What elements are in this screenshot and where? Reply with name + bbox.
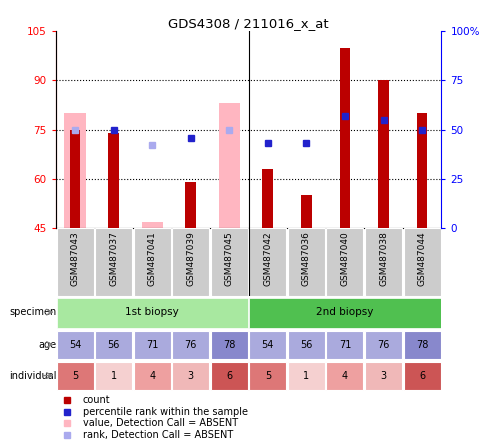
FancyBboxPatch shape (249, 362, 286, 390)
Text: 5: 5 (72, 371, 78, 381)
Text: 4: 4 (149, 371, 155, 381)
Text: 76: 76 (184, 340, 197, 349)
Text: 4: 4 (341, 371, 348, 381)
Title: GDS4308 / 211016_x_at: GDS4308 / 211016_x_at (168, 17, 328, 30)
Text: GSM487041: GSM487041 (147, 231, 156, 286)
Bar (108, 133, 119, 228)
FancyBboxPatch shape (172, 331, 209, 359)
Text: 2nd biopsy: 2nd biopsy (316, 307, 373, 317)
FancyBboxPatch shape (57, 331, 93, 359)
Text: percentile rank within the sample: percentile rank within the sample (83, 407, 247, 417)
Text: age: age (38, 340, 57, 349)
FancyBboxPatch shape (95, 228, 132, 296)
Bar (141, 222, 163, 228)
Text: 78: 78 (415, 340, 427, 349)
FancyBboxPatch shape (172, 228, 209, 296)
FancyBboxPatch shape (134, 362, 170, 390)
FancyBboxPatch shape (287, 228, 324, 296)
FancyBboxPatch shape (134, 331, 170, 359)
FancyBboxPatch shape (57, 362, 93, 390)
FancyBboxPatch shape (326, 331, 363, 359)
Text: 56: 56 (300, 340, 312, 349)
Bar (378, 80, 388, 228)
FancyBboxPatch shape (403, 331, 439, 359)
FancyBboxPatch shape (287, 362, 324, 390)
FancyBboxPatch shape (57, 228, 93, 296)
Text: GSM487039: GSM487039 (186, 231, 195, 286)
Bar (416, 113, 426, 228)
Bar (185, 182, 196, 228)
FancyBboxPatch shape (364, 362, 401, 390)
FancyBboxPatch shape (326, 228, 363, 296)
Text: individual: individual (9, 371, 57, 381)
Text: 1st biopsy: 1st biopsy (125, 307, 179, 317)
Text: GSM487038: GSM487038 (378, 231, 387, 286)
Text: 71: 71 (146, 340, 158, 349)
FancyBboxPatch shape (95, 331, 132, 359)
Text: GSM487036: GSM487036 (301, 231, 310, 286)
Text: GSM487045: GSM487045 (224, 231, 233, 286)
FancyBboxPatch shape (249, 331, 286, 359)
FancyBboxPatch shape (287, 331, 324, 359)
Text: 78: 78 (223, 340, 235, 349)
Text: 3: 3 (187, 371, 194, 381)
Text: 6: 6 (226, 371, 232, 381)
FancyBboxPatch shape (172, 362, 209, 390)
Text: 54: 54 (69, 340, 81, 349)
Text: rank, Detection Call = ABSENT: rank, Detection Call = ABSENT (83, 430, 232, 440)
Text: value, Detection Call = ABSENT: value, Detection Call = ABSENT (83, 418, 237, 428)
FancyBboxPatch shape (403, 362, 439, 390)
Bar (70, 130, 80, 228)
Text: 6: 6 (418, 371, 424, 381)
FancyBboxPatch shape (211, 362, 247, 390)
Text: GSM487043: GSM487043 (70, 231, 79, 286)
Bar (262, 169, 272, 228)
Text: GSM487042: GSM487042 (263, 231, 272, 285)
Text: 3: 3 (379, 371, 386, 381)
Text: GSM487044: GSM487044 (417, 231, 426, 285)
Bar (64, 113, 86, 228)
Text: 1: 1 (110, 371, 117, 381)
Text: 1: 1 (302, 371, 309, 381)
FancyBboxPatch shape (249, 228, 286, 296)
FancyBboxPatch shape (326, 362, 363, 390)
Bar (301, 195, 311, 228)
Bar (218, 103, 240, 228)
Text: 54: 54 (261, 340, 273, 349)
FancyBboxPatch shape (211, 331, 247, 359)
Text: 71: 71 (338, 340, 350, 349)
Text: GSM487040: GSM487040 (340, 231, 349, 286)
Text: GSM487037: GSM487037 (109, 231, 118, 286)
Text: 76: 76 (377, 340, 389, 349)
FancyBboxPatch shape (249, 297, 439, 328)
Text: 5: 5 (264, 371, 271, 381)
FancyBboxPatch shape (57, 297, 247, 328)
Text: 56: 56 (107, 340, 120, 349)
FancyBboxPatch shape (134, 228, 170, 296)
FancyBboxPatch shape (364, 228, 401, 296)
FancyBboxPatch shape (364, 331, 401, 359)
Bar (339, 48, 349, 228)
Text: count: count (83, 395, 110, 405)
FancyBboxPatch shape (403, 228, 439, 296)
FancyBboxPatch shape (95, 362, 132, 390)
FancyBboxPatch shape (211, 228, 247, 296)
Text: specimen: specimen (9, 307, 57, 317)
